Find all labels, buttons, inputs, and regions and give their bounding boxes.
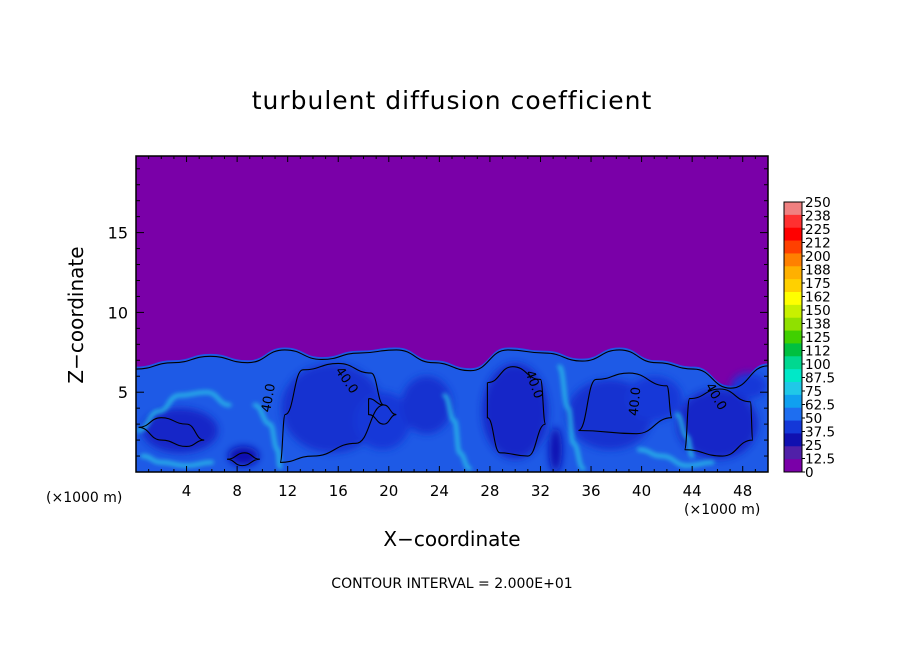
colorbar-swatch [784,356,802,370]
y-tick-label: 15 [108,224,128,243]
streak [140,454,214,468]
contour-line [368,398,397,425]
colorbar-label: 212 [805,236,831,252]
x-axis-label-text: X−coordinate [383,527,521,551]
colorbar-label: 138 [805,317,831,333]
contours [136,349,768,467]
contour-line [279,362,385,463]
chart-title: turbulent diffusion coefficient [251,86,653,115]
colorbar-label: 75 [805,384,822,400]
x-tick-label: 20 [379,482,398,500]
colorbar-label: 100 [805,357,831,373]
x-tick-label: 44 [683,482,702,500]
colorbar-swatch [784,433,802,447]
x-tick-label: 24 [430,482,449,500]
x-tick-label: 16 [329,482,348,500]
x-unit-label-left: (×1000 m) [46,490,123,506]
contour-interval-note: CONTOUR INTERVAL = 2.000E+01 [0,576,904,592]
colorbar-swatch [784,382,802,396]
cell [401,376,452,434]
colorbar-label: 188 [805,263,831,279]
y-tick-label: 10 [108,303,128,322]
x-tick-label: 4 [182,482,192,500]
colorbar-label: 112 [805,344,831,360]
colorbar-label: 87.5 [805,371,835,387]
colorbar-swatch [784,214,802,229]
contour-label: 40.0 [627,386,644,416]
x-tick-label: 48 [733,482,752,500]
colorbar-swatch [784,202,802,216]
colorbar-swatch [784,330,802,344]
colorbar-swatch [784,227,802,242]
colorbar-label: 12.5 [805,452,835,468]
cell [626,376,683,421]
colorbar-swatch [784,292,802,306]
streak [442,393,472,471]
cell [228,446,259,466]
x-axis-label: X−coordinate [0,527,904,551]
x-tick-label: 32 [531,482,550,500]
plot-area: 40.040.0 40.040.0 40.0 [136,156,768,472]
contour-line [486,366,547,457]
colorbar-swatch [784,317,802,332]
contour-label: 40.0 [259,382,279,413]
cell [731,373,767,399]
x-tick-label: 40 [632,482,651,500]
streak [136,390,232,433]
colorbar-swatch [784,420,802,434]
colorbar-swatch [784,369,802,383]
contour-line [684,388,754,457]
colorbar-label: 50 [805,411,822,427]
x-tick-label: 12 [278,482,297,500]
colorbar-swatch [784,266,802,280]
contour-line [578,372,673,435]
colorbar: 2502382252122001881751621501381251121008… [783,195,835,481]
cell [676,389,758,460]
colorbar-label: 225 [805,222,831,238]
cyan-streaks [136,364,715,471]
colorbar-label: 250 [805,195,831,211]
x-unit-label-right: (×1000 m) [684,502,761,518]
contour-line [136,349,768,389]
colorbar-label: 175 [805,276,831,292]
streak [557,364,586,471]
y-tick-label: 5 [118,383,128,402]
colorbar-swatch [784,394,802,409]
cell [482,363,549,460]
colorbar-swatch [784,304,802,319]
colorbar-label: 162 [805,290,831,306]
x-axis: 4 8 12 16 20 24 28 32 36 40 44 48 [148,156,756,500]
x-tick-label: 8 [232,482,242,500]
colorbar-label: 200 [805,249,831,265]
streak [674,412,695,459]
colorbar-swatch [784,446,802,460]
colorbar-label: 37.5 [805,425,835,441]
colorbar-swatch [784,253,802,267]
colorbar-swatch [784,279,802,293]
colorbar-label: 238 [805,209,831,225]
colorbar-label: 25 [805,438,822,454]
x-tick-label: 28 [480,482,499,500]
colorbar-swatch [784,459,802,473]
colorbar-swatch [784,240,802,254]
streak [637,447,715,468]
colorbar-swatch [784,343,802,357]
colorbar-label: 125 [805,330,831,346]
colorbar-label: 62.5 [805,398,835,414]
x-tick-label: 36 [581,482,600,500]
colorbar-swatch [784,407,802,422]
contour-line [138,417,205,448]
y-axis: 5 10 15 [108,168,768,457]
streak [252,402,283,470]
contour-line [226,452,260,467]
contour-interval-text: CONTOUR INTERVAL = 2.000E+01 [331,576,573,592]
colorbar-label: 150 [805,303,831,319]
colorbar-label: 0 [805,465,814,481]
y-axis-label: Z−coordinate [64,246,88,384]
cell [549,427,562,472]
